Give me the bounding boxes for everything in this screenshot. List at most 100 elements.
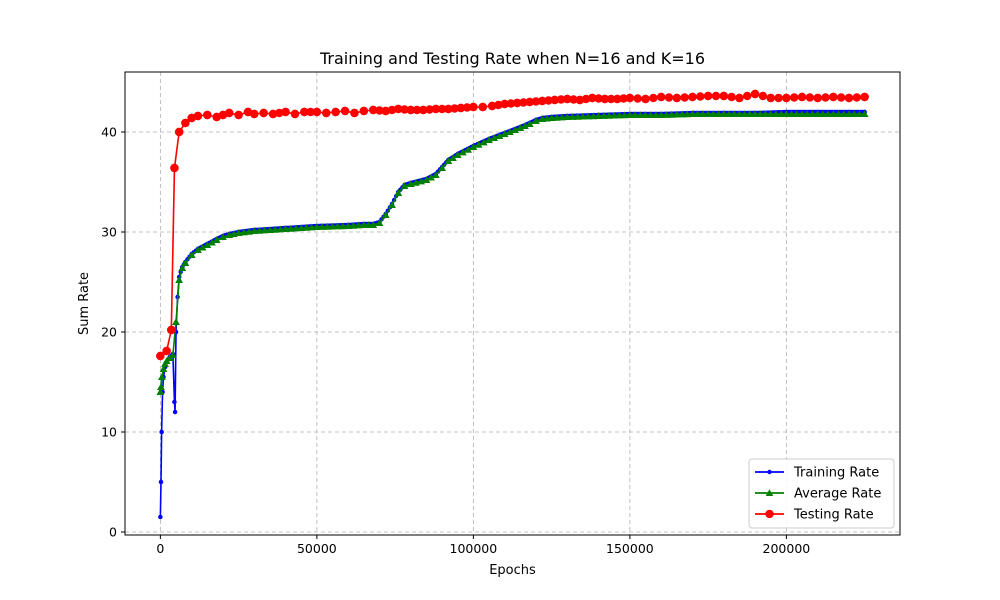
data-point: [281, 107, 290, 117]
data-point: [394, 189, 403, 197]
data-point: [360, 221, 368, 229]
data-point: [568, 113, 577, 120]
data-point: [584, 112, 592, 120]
data-point: [495, 132, 504, 140]
data-point: [159, 365, 168, 373]
data-point: [172, 399, 177, 405]
data-point: [387, 105, 397, 115]
data-point: [657, 111, 665, 119]
data-point: [307, 223, 316, 231]
data-point: [437, 104, 447, 114]
series-testing-rate: [156, 89, 869, 361]
data-point: [302, 223, 311, 231]
y-tick-label: 10: [101, 425, 117, 440]
data-point: [158, 479, 164, 485]
data-point: [266, 226, 274, 234]
data-point: [532, 117, 540, 125]
data-point: [381, 106, 390, 116]
data-point: [158, 373, 166, 381]
data-point: [714, 110, 723, 118]
data-point: [157, 383, 165, 391]
data-point: [553, 113, 561, 121]
y-tick-label: 40: [101, 125, 117, 140]
data-point: [619, 94, 628, 103]
y-tick-label: 20: [101, 325, 117, 340]
data-point: [159, 429, 164, 435]
data-point: [181, 259, 190, 267]
data-point: [259, 108, 268, 118]
data-point: [225, 231, 234, 239]
data-point: [203, 241, 212, 249]
data-point: [725, 110, 733, 118]
y-tick-label: 0: [109, 525, 117, 540]
data-point: [516, 124, 525, 132]
data-point: [581, 94, 591, 104]
data-point: [688, 110, 697, 118]
data-point: [250, 227, 259, 235]
data-point: [286, 224, 295, 232]
data-point: [172, 318, 180, 326]
data-point: [688, 92, 697, 102]
data-point: [821, 93, 830, 102]
x-axis-label: Epochs: [489, 563, 536, 578]
data-point: [290, 109, 300, 119]
legend-marker: [765, 489, 774, 497]
data-point: [836, 93, 846, 102]
data-point: [328, 222, 337, 230]
data-point: [388, 201, 396, 209]
data-point: [793, 110, 801, 118]
data-point: [339, 222, 347, 230]
data-point: [212, 236, 221, 244]
data-point: [719, 91, 728, 101]
data-point: [563, 113, 572, 121]
legend-marker: [765, 509, 774, 519]
data-point: [667, 110, 676, 118]
data-point: [860, 92, 869, 102]
data-point: [599, 112, 608, 119]
data-point: [281, 225, 290, 233]
data-point: [480, 138, 488, 146]
data-point: [699, 110, 707, 118]
data-point: [350, 108, 359, 118]
data-point: [521, 122, 529, 130]
data-point: [850, 110, 858, 118]
data-point: [556, 95, 566, 104]
data-point: [782, 110, 791, 118]
data-point: [459, 148, 467, 156]
data-point: [331, 107, 340, 117]
data-point: [610, 111, 619, 119]
data-point: [432, 171, 440, 179]
data-point: [641, 94, 650, 104]
data-point: [354, 221, 363, 229]
data-point: [450, 104, 459, 113]
data-point: [511, 126, 519, 134]
data-point: [369, 221, 378, 229]
data-point: [175, 276, 183, 284]
data-point: [490, 134, 499, 142]
data-point: [589, 112, 598, 120]
data-point: [751, 110, 759, 118]
legend-item: Average Rate: [755, 487, 881, 502]
data-point: [740, 110, 749, 118]
data-point: [400, 182, 409, 190]
data-point: [464, 145, 472, 153]
legend-marker: [767, 469, 772, 475]
data-point: [170, 163, 179, 173]
data-point: [711, 91, 721, 101]
data-point: [494, 100, 503, 110]
data-point: [431, 104, 441, 114]
data-point: [453, 151, 462, 159]
data-point: [225, 108, 234, 118]
data-point: [203, 110, 212, 120]
data-point: [631, 111, 639, 119]
data-point: [322, 108, 331, 118]
data-point: [633, 94, 642, 103]
data-point: [680, 93, 689, 102]
data-point: [245, 227, 253, 235]
data-point: [478, 102, 487, 112]
data-point: [813, 93, 822, 103]
data-point: [774, 93, 783, 103]
data-point: [588, 93, 597, 103]
data-point: [758, 91, 768, 101]
